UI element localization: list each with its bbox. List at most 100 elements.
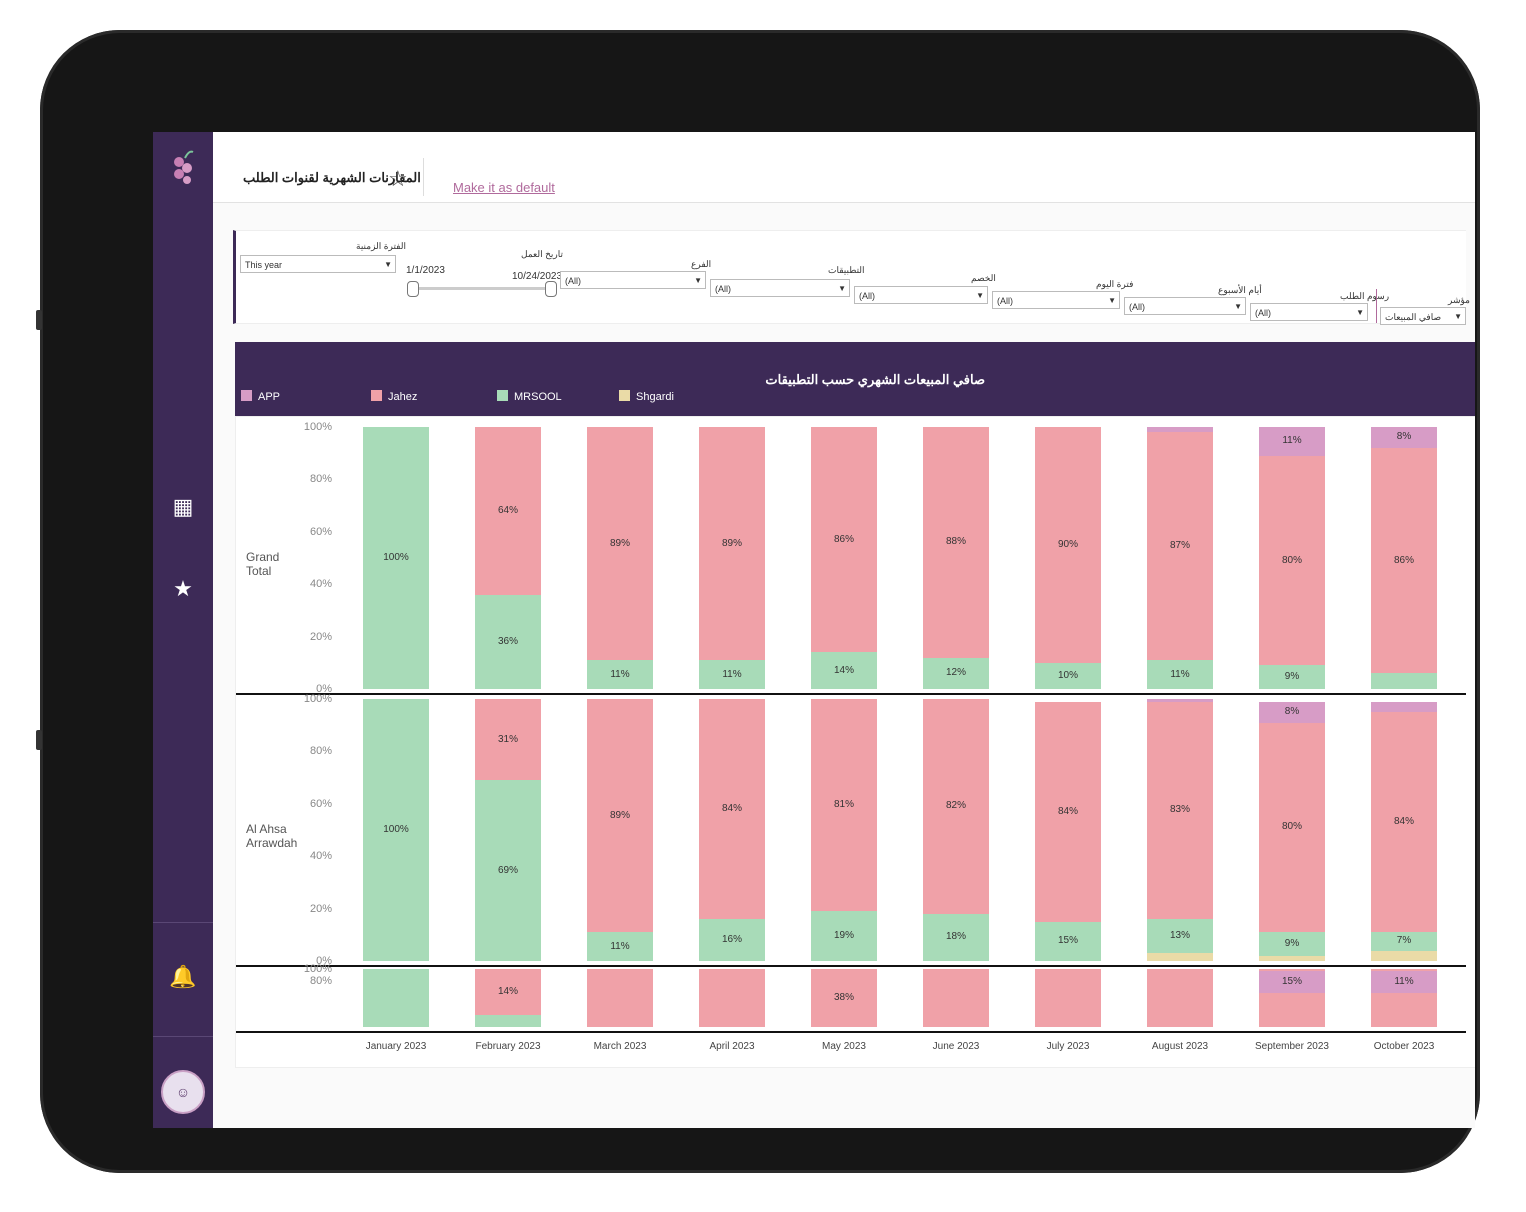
- segment-mrsool[interactable]: 69%: [475, 780, 541, 961]
- bar-september-2023[interactable]: 15%: [1259, 969, 1325, 1027]
- bar-july-2023[interactable]: 10% 90%: [1035, 427, 1101, 689]
- bar-september-2023[interactable]: 9% 80% 11%: [1259, 427, 1325, 689]
- legend-jahez[interactable]: Jahez: [371, 390, 417, 403]
- branch-select[interactable]: (All) ▼: [560, 271, 706, 289]
- segment-mrsool[interactable]: 11%: [699, 660, 765, 689]
- segment-mrsool[interactable]: 19%: [811, 911, 877, 961]
- segment-mrsool[interactable]: 7%: [1371, 932, 1437, 951]
- bar-march-2023[interactable]: [587, 969, 653, 1027]
- bar-april-2023[interactable]: 11% 89%: [699, 427, 765, 689]
- bar-february-2023[interactable]: 14%: [475, 969, 541, 1027]
- apps-select[interactable]: (All) ▼: [710, 279, 850, 297]
- segment-app[interactable]: [1147, 699, 1213, 702]
- segment-jahez[interactable]: 88%: [923, 427, 989, 658]
- bar-april-2023[interactable]: 16% 84%: [699, 699, 765, 961]
- segment-jahez[interactable]: 14%: [475, 969, 541, 1016]
- segment-jahez[interactable]: 84%: [699, 699, 765, 920]
- discount-select[interactable]: (All) ▼: [854, 286, 988, 304]
- segment-jahez[interactable]: 80%: [1259, 455, 1325, 666]
- bar-october-2023[interactable]: 7% 84%: [1371, 699, 1437, 961]
- notification-bell-icon[interactable]: 🔔: [169, 964, 197, 989]
- segment-jahez[interactable]: 64%: [475, 427, 541, 595]
- segment-app[interactable]: [1371, 701, 1437, 713]
- segment-jahez[interactable]: 84%: [1035, 701, 1101, 922]
- date-end-handle[interactable]: [545, 281, 557, 297]
- segment-jahez[interactable]: 84%: [1371, 712, 1437, 933]
- segment-jahez[interactable]: 90%: [1035, 427, 1101, 663]
- segment-app[interactable]: 8%: [1371, 427, 1437, 448]
- segment-jahez[interactable]: [923, 969, 989, 1027]
- segment-jahez[interactable]: 81%: [811, 699, 877, 912]
- weekdays-select[interactable]: (All) ▼: [1124, 297, 1246, 315]
- bar-june-2023[interactable]: [923, 969, 989, 1027]
- segment-jahez[interactable]: 87%: [1147, 432, 1213, 661]
- indicator-select[interactable]: صافي المبيعات ▼: [1380, 307, 1466, 325]
- bar-february-2023[interactable]: 69% 31%: [475, 699, 541, 961]
- bar-august-2023[interactable]: 11% 87%: [1147, 427, 1213, 689]
- segment-jahez[interactable]: 83%: [1147, 701, 1213, 920]
- bar-september-2023[interactable]: 9% 80% 8%: [1259, 699, 1325, 961]
- segment-jahez[interactable]: [1147, 969, 1213, 1027]
- segment-mrsool[interactable]: 14%: [811, 652, 877, 689]
- date-range-slider[interactable]: [407, 281, 557, 297]
- bar-june-2023[interactable]: 12% 88%: [923, 427, 989, 689]
- user-avatar[interactable]: ☺: [161, 1070, 205, 1114]
- segment-mrsool[interactable]: 10%: [1035, 662, 1101, 689]
- legend-app[interactable]: APP: [241, 390, 280, 403]
- segment-jahez[interactable]: 89%: [699, 427, 765, 661]
- segment-mrsool[interactable]: 15%: [1035, 921, 1101, 961]
- legend-shgardi[interactable]: Shgardi: [619, 390, 674, 403]
- dashboard-grid-icon[interactable]: ▦: [172, 494, 194, 519]
- segment-jahez[interactable]: [699, 969, 765, 1027]
- bar-october-2023[interactable]: 86% 8%: [1371, 427, 1437, 689]
- segment-mrsool[interactable]: 11%: [587, 932, 653, 961]
- bar-february-2023[interactable]: 36% 64%: [475, 427, 541, 689]
- segment-shgardi[interactable]: [1371, 950, 1437, 961]
- segment-shgardi[interactable]: [1259, 955, 1325, 961]
- segment-mrsool[interactable]: 13%: [1147, 919, 1213, 954]
- bar-may-2023[interactable]: 38%: [811, 969, 877, 1027]
- bar-may-2023[interactable]: 19% 81%: [811, 699, 877, 961]
- segment-mrsool[interactable]: [363, 969, 429, 1027]
- segment-mrsool[interactable]: [475, 1015, 541, 1027]
- segment-app[interactable]: 8%: [1259, 701, 1325, 723]
- order-fees-select[interactable]: (All) ▼: [1250, 303, 1368, 321]
- favorites-star-icon[interactable]: ★: [173, 576, 193, 601]
- bar-october-2023[interactable]: 11%: [1371, 969, 1437, 1027]
- bar-april-2023[interactable]: [699, 969, 765, 1027]
- segment-jahez[interactable]: 89%: [587, 699, 653, 933]
- segment-mrsool[interactable]: 9%: [1259, 932, 1325, 956]
- segment-jahez[interactable]: [1035, 969, 1101, 1027]
- bar-august-2023[interactable]: [1147, 969, 1213, 1027]
- segment-jahez[interactable]: [587, 969, 653, 1027]
- segment-jahez[interactable]: 82%: [923, 699, 989, 914]
- bar-august-2023[interactable]: 13% 83%: [1147, 699, 1213, 961]
- favorite-star-icon[interactable]: ☆: [388, 166, 408, 191]
- segment-app[interactable]: 11%: [1259, 427, 1325, 456]
- bar-june-2023[interactable]: 18% 82%: [923, 699, 989, 961]
- bar-july-2023[interactable]: [1035, 969, 1101, 1027]
- bar-january-2023[interactable]: 100%: [363, 427, 429, 689]
- bar-july-2023[interactable]: 15% 84%: [1035, 699, 1101, 961]
- segment-mrsool[interactable]: 9%: [1259, 665, 1325, 689]
- segment-mrsool[interactable]: 11%: [587, 660, 653, 689]
- segment-mrsool[interactable]: [1371, 673, 1437, 689]
- period-select[interactable]: This year ▼: [240, 255, 396, 273]
- bar-january-2023[interactable]: 100%: [363, 699, 429, 961]
- bar-march-2023[interactable]: 11% 89%: [587, 427, 653, 689]
- segment-mrsool[interactable]: 36%: [475, 594, 541, 689]
- segment-shgardi[interactable]: [1147, 953, 1213, 961]
- segment-jahez[interactable]: 86%: [1371, 447, 1437, 674]
- bar-may-2023[interactable]: 14% 86%: [811, 427, 877, 689]
- legend-mrsool[interactable]: MRSOOL: [497, 390, 562, 403]
- segment-mrsool[interactable]: 12%: [923, 657, 989, 689]
- day-period-select[interactable]: (All) ▼: [992, 291, 1120, 309]
- bar-january-2023[interactable]: [363, 969, 429, 1027]
- segment-jahez[interactable]: 89%: [587, 427, 653, 661]
- bar-march-2023[interactable]: 11% 89%: [587, 699, 653, 961]
- segment-mrsool[interactable]: 100%: [363, 699, 429, 961]
- segment-jahez[interactable]: 86%: [811, 427, 877, 653]
- segment-jahez[interactable]: 31%: [475, 699, 541, 781]
- segment-jahez[interactable]: 38%: [811, 969, 877, 1027]
- make-default-link[interactable]: Make it as default: [453, 180, 555, 195]
